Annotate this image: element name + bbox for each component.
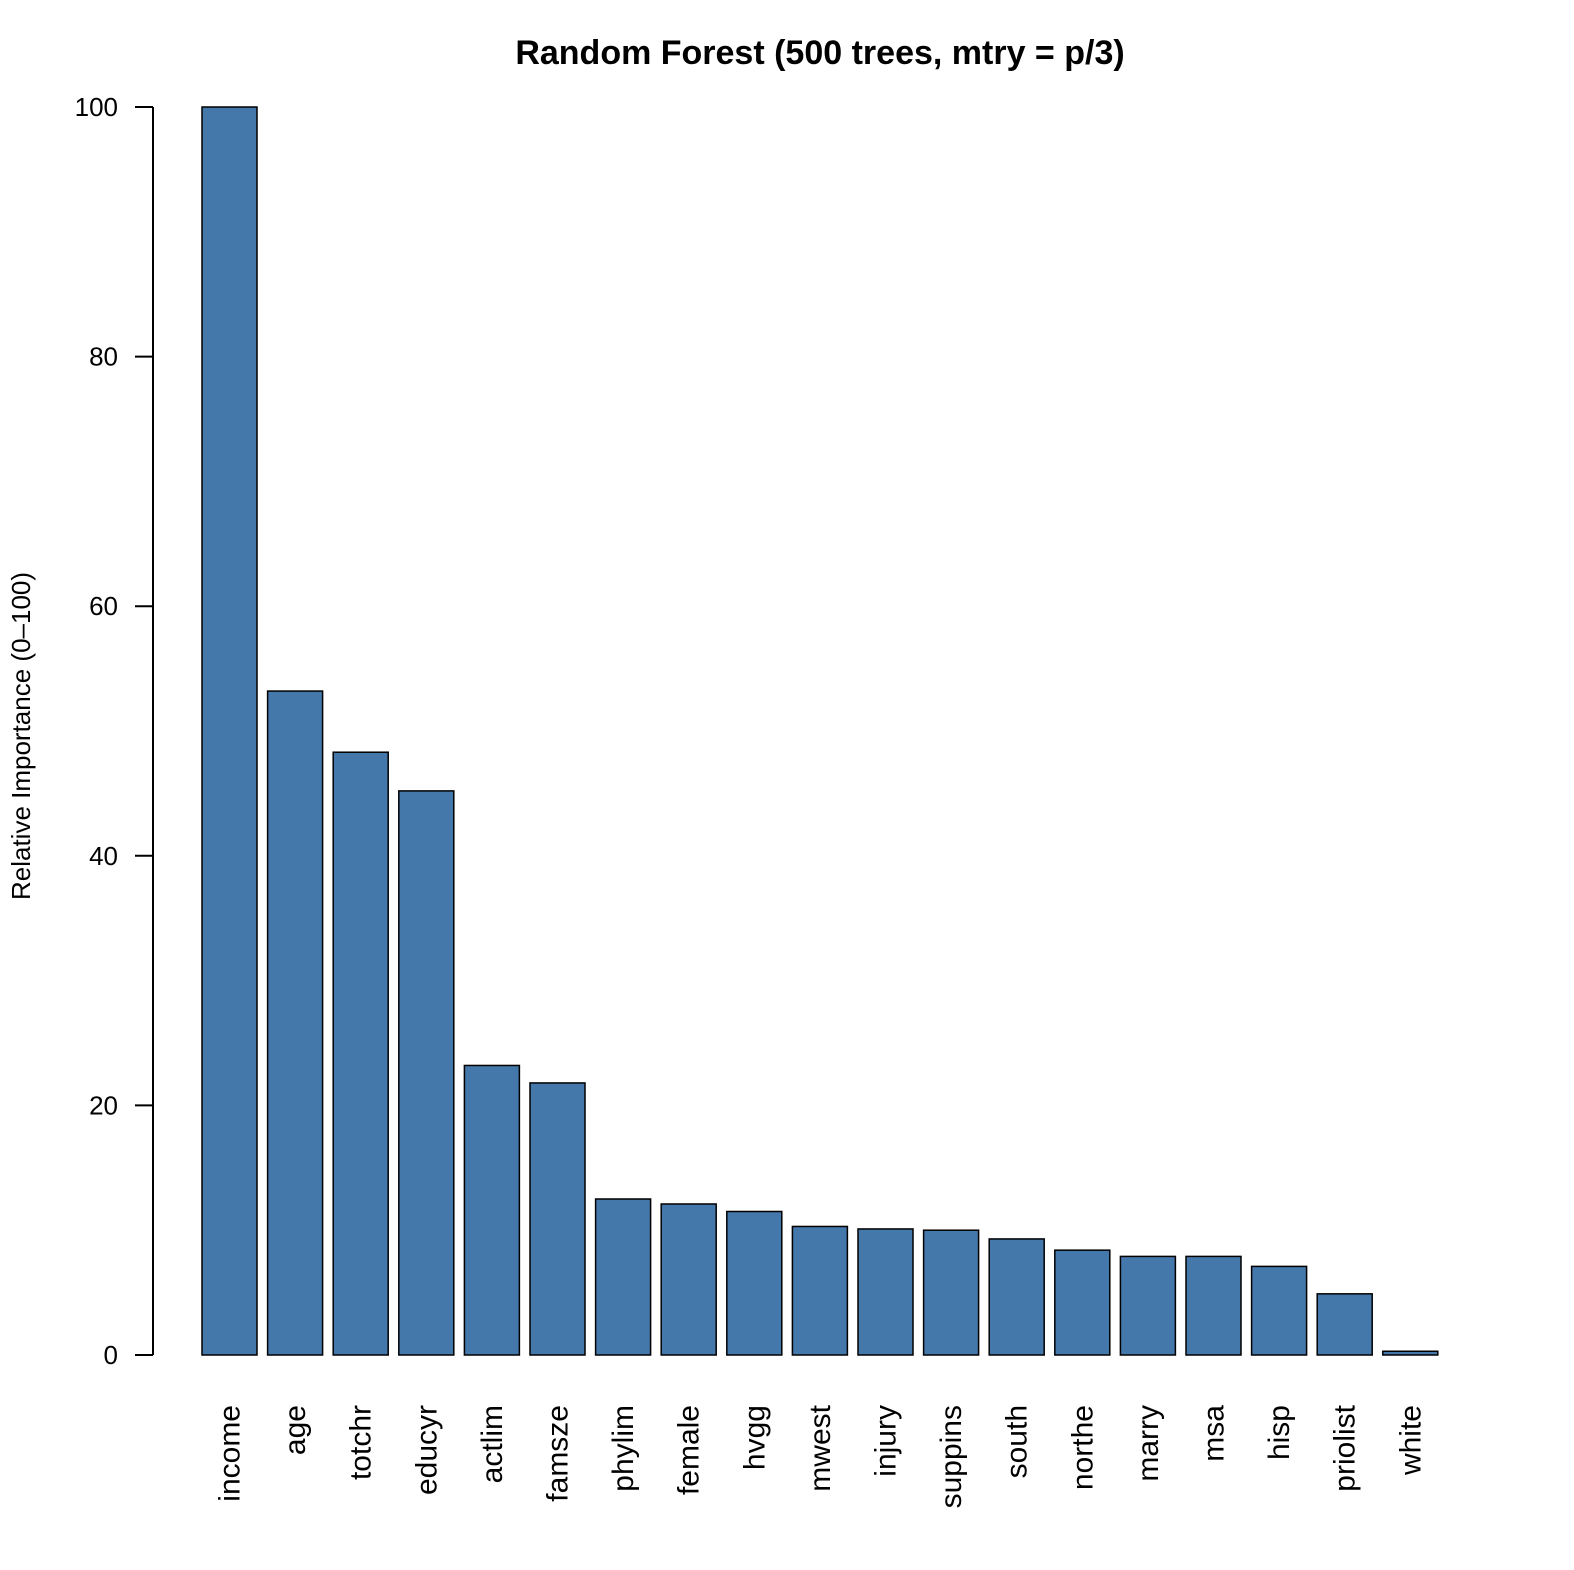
x-tick-label: famsze: [542, 1405, 575, 1502]
x-tick-label: south: [1001, 1405, 1034, 1478]
x-tick-label: msa: [1198, 1405, 1231, 1462]
y-tick-label: 60: [89, 591, 118, 621]
y-tick-label: 0: [104, 1340, 118, 1370]
y-tick-label: 20: [89, 1090, 118, 1120]
bar-suppins: [922, 1229, 980, 1356]
y-tick-label: 40: [89, 841, 118, 871]
x-tick-label: hvgg: [738, 1405, 771, 1470]
bar-msa: [1185, 1255, 1242, 1356]
bar-hisp: [1250, 1265, 1308, 1356]
x-tick-label: injury: [870, 1405, 903, 1477]
bar-totchr: [332, 751, 389, 1356]
bar-south: [988, 1238, 1045, 1356]
x-tick-label: white: [1394, 1405, 1427, 1476]
bar-female: [660, 1203, 717, 1356]
x-tick-label: marry: [1132, 1405, 1165, 1482]
bar-priolist: [1316, 1293, 1373, 1356]
bar-northe: [1054, 1249, 1111, 1356]
y-tick-label: 80: [89, 342, 118, 372]
x-tick-label: totchr: [345, 1405, 378, 1480]
x-tick-label: educyr: [410, 1405, 443, 1495]
bar-white: [1382, 1350, 1439, 1356]
x-tick-label: northe: [1066, 1405, 1099, 1490]
bar-educyr: [398, 790, 455, 1356]
bar-actlim: [463, 1064, 521, 1356]
bar-phylim: [594, 1198, 652, 1356]
bars: [201, 106, 1439, 1356]
x-tick-label: priolist: [1329, 1404, 1362, 1491]
y-tick-label: 100: [75, 92, 118, 122]
bar-age: [266, 690, 324, 1356]
y-axis: 0 20 40 60 80 100: [75, 92, 154, 1370]
x-tick-label: female: [673, 1405, 706, 1495]
x-tick-label: mwest: [804, 1404, 837, 1491]
x-category-labels: income age totchr educyr actlim famsze phylim f…: [214, 1404, 1428, 1508]
bar-hvgg: [726, 1210, 783, 1356]
bar-income: [201, 106, 258, 1356]
bar-mwest: [791, 1225, 849, 1356]
chart-title: Random Forest (500 trees, mtry = p/3): [515, 34, 1124, 72]
x-tick-label: phylim: [607, 1405, 640, 1492]
y-axis-label: Relative Importance (0–100): [6, 572, 36, 900]
x-tick-label: suppins: [935, 1405, 968, 1508]
x-tick-label: income: [214, 1405, 247, 1502]
x-tick-label: actlim: [476, 1405, 509, 1483]
bar-marry: [1119, 1255, 1177, 1356]
bar-injury: [857, 1228, 914, 1356]
bar-famsze: [529, 1082, 586, 1356]
x-tick-label: hisp: [1263, 1405, 1296, 1460]
x-tick-label: age: [279, 1405, 312, 1455]
